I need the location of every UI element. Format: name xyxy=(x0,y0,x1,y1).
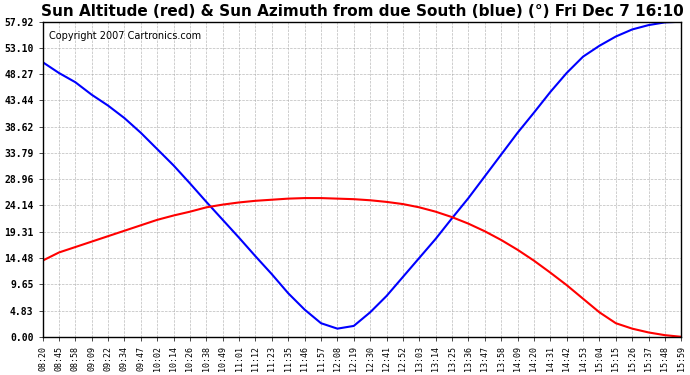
Title: Sun Altitude (red) & Sun Azimuth from due South (blue) (°) Fri Dec 7 16:10: Sun Altitude (red) & Sun Azimuth from du… xyxy=(41,4,683,19)
Text: Copyright 2007 Cartronics.com: Copyright 2007 Cartronics.com xyxy=(49,31,201,41)
